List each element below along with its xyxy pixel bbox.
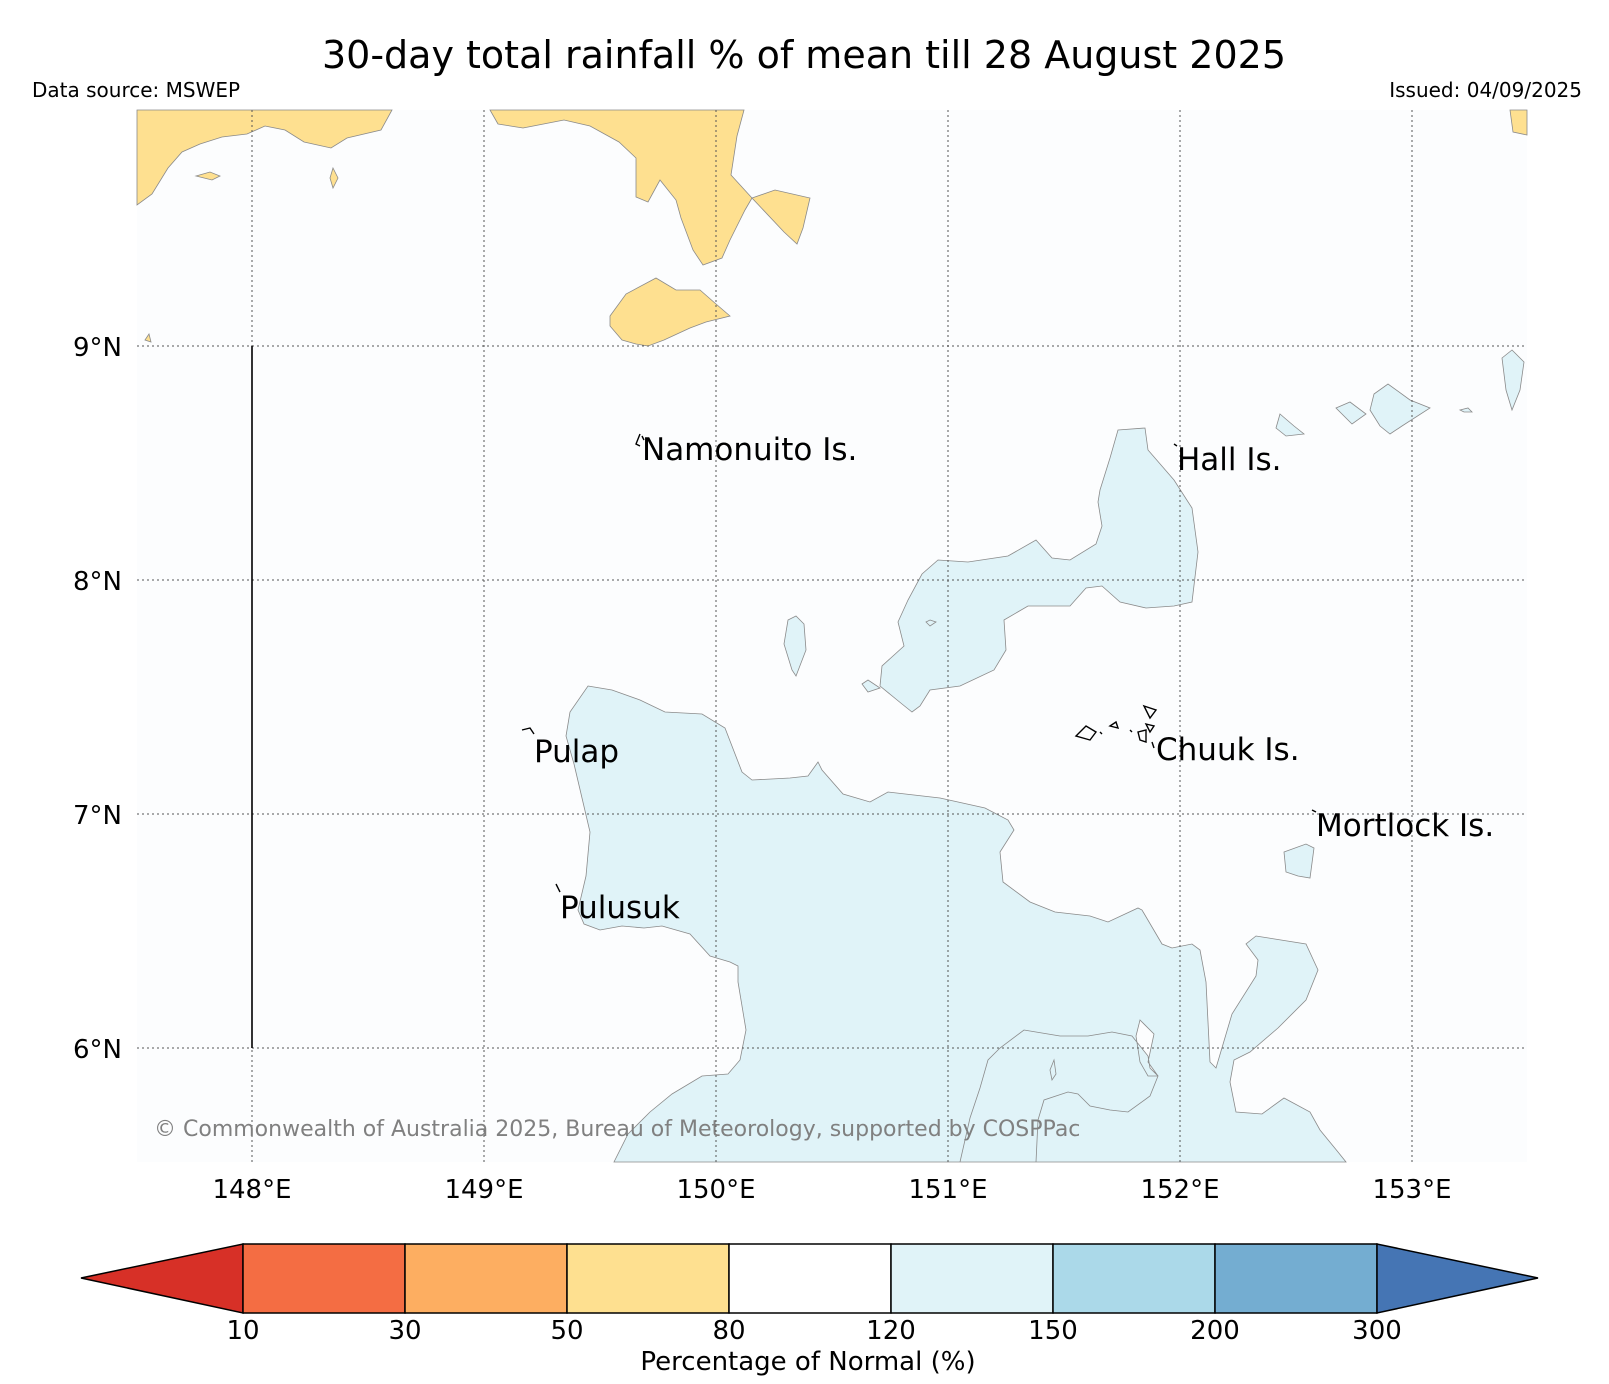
- label-pulap: Pulap: [534, 734, 619, 770]
- colorbar-tick-80: 80: [712, 1316, 745, 1346]
- colorbar-tick-10: 10: [226, 1316, 259, 1346]
- colorbar-tick-120: 120: [866, 1316, 916, 1346]
- colorbar: [80, 1243, 1539, 1314]
- lon-label-148e: 148°E: [212, 1175, 291, 1205]
- island-chuuk-d: [1137, 729, 1147, 743]
- lon-label-153e: 153°E: [1372, 1175, 1451, 1205]
- island-chuuk-e: [1144, 722, 1156, 734]
- wet-zone-east-1: [1275, 413, 1306, 437]
- issued-date-label: Issued: 04/09/2025: [1389, 78, 1582, 102]
- colorbar-tick-300: 300: [1352, 1316, 1402, 1346]
- island-namonuito: [635, 433, 645, 447]
- lat-label-6n: 6°N: [73, 1035, 122, 1065]
- label-chuuk: Chuuk Is.: [1156, 732, 1300, 768]
- wet-zone-east-3: [1369, 383, 1431, 435]
- label-pulusuk: Pulusuk: [560, 890, 680, 926]
- colorbar-bin-10-30: [242, 1243, 406, 1314]
- wet-zone-finger: [783, 615, 807, 677]
- island-outlines: [521, 433, 1317, 893]
- lon-label-150e: 150°E: [676, 1175, 755, 1205]
- colorbar-bin-120-150: [890, 1243, 1054, 1314]
- colorbar-ticks: 10 30 50 80 120 150 200 300: [226, 1316, 1401, 1346]
- colorbar-label: Percentage of Normal (%): [640, 1347, 975, 1377]
- colorbar-bin-150-200: [1052, 1243, 1216, 1314]
- colorbar-bin-50-80: [566, 1243, 730, 1314]
- colorbar-bin-80-120: [728, 1243, 892, 1314]
- copyright-notice: © Commonwealth of Australia 2025, Bureau…: [154, 1117, 1080, 1142]
- graticule: [137, 110, 1527, 1162]
- wet-zone-east-5: [1501, 349, 1525, 412]
- wet-zone-south-main: [565, 685, 1347, 1163]
- island-chuuk-a: [1074, 725, 1098, 741]
- lon-label-149e: 149°E: [444, 1175, 523, 1205]
- colorbar-tick-30: 30: [388, 1316, 421, 1346]
- latitude-labels: 9°N 8°N 7°N 6°N: [73, 333, 122, 1065]
- longitude-labels: 148°E 149°E 150°E 151°E 152°E 153°E: [212, 1175, 1451, 1205]
- colorbar-extend-high: [1376, 1243, 1539, 1314]
- map-panel: Namonuito Is. Hall Is. Pulap Chuuk Is. M…: [136, 109, 1528, 1163]
- colorbar-extend-low: [80, 1243, 244, 1314]
- figure-title: 30-day total rainfall % of mean till 28 …: [322, 33, 1286, 77]
- lon-label-151e: 151°E: [908, 1175, 987, 1205]
- lat-label-9n: 9°N: [73, 333, 122, 363]
- wet-zone-east-2: [1335, 401, 1367, 425]
- dry-zone-north-east: [751, 189, 811, 245]
- island-hall: [1173, 443, 1178, 447]
- label-mortlock: Mortlock Is.: [1316, 808, 1494, 844]
- colorbar-tick-50: 50: [550, 1316, 583, 1346]
- lat-label-7n: 7°N: [73, 801, 122, 831]
- wet-zone-mortlock: [1283, 843, 1315, 879]
- lat-label-8n: 8°N: [73, 567, 122, 597]
- lon-label-152e: 152°E: [1140, 1175, 1219, 1205]
- colorbar-bin-30-50: [404, 1243, 568, 1314]
- island-pulusuk: [555, 883, 561, 893]
- dry-zone-blob: [609, 277, 731, 347]
- island-mortlock: [1311, 809, 1317, 813]
- wet-zone-spot: [861, 679, 881, 693]
- island-chuuk-c: [1142, 704, 1158, 720]
- dry-zone-north-central: [489, 109, 753, 266]
- place-labels: Namonuito Is. Hall Is. Pulap Chuuk Is. M…: [534, 432, 1494, 926]
- dry-zone-top-right: [1509, 109, 1528, 136]
- colorbar-tick-150: 150: [1028, 1316, 1078, 1346]
- label-namonuito: Namonuito Is.: [642, 432, 857, 468]
- colorbar-tick-200: 200: [1190, 1316, 1240, 1346]
- label-hall: Hall Is.: [1177, 442, 1282, 478]
- wet-zone-sliver: [1049, 1058, 1057, 1082]
- wet-zone-north-east: [879, 427, 1199, 713]
- dry-zone-islet-b: [329, 166, 339, 190]
- island-chuuk-f: [1099, 729, 1155, 749]
- dry-zone-islet-a: [194, 171, 221, 181]
- colorbar-bin-200-300: [1214, 1243, 1378, 1314]
- data-source-label: Data source: MSWEP: [32, 78, 240, 102]
- island-pulap: [521, 727, 535, 735]
- dry-zone-speck: [144, 333, 152, 343]
- dry-zone-north-west: [136, 109, 393, 206]
- island-chuuk-b: [1108, 720, 1120, 729]
- wet-zone-east-4: [1458, 407, 1473, 413]
- wet-zones: [565, 349, 1525, 1163]
- wet-zone-hole-fill: [925, 619, 937, 627]
- dry-zones: [136, 109, 1528, 347]
